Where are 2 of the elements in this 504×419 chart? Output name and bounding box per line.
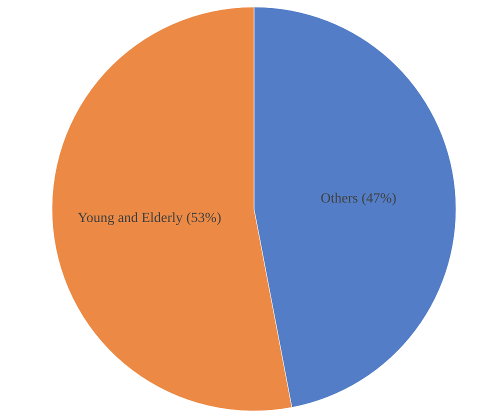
slice-label: Others (47%) (320, 191, 397, 206)
slice-label: Young and Elderly (53%) (78, 211, 222, 226)
